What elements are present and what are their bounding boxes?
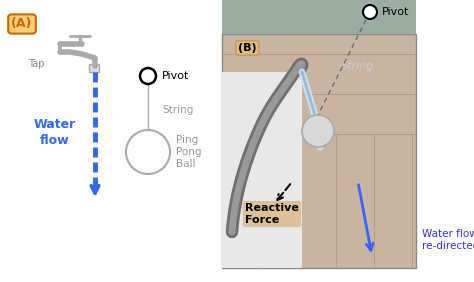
Text: Tap: Tap <box>28 59 45 69</box>
Text: (B): (B) <box>238 43 256 53</box>
FancyBboxPatch shape <box>222 72 302 268</box>
FancyBboxPatch shape <box>222 0 416 34</box>
Circle shape <box>140 68 156 84</box>
Text: Reactive
Force: Reactive Force <box>245 203 299 225</box>
Text: (A): (A) <box>11 17 33 30</box>
Text: Water flow
re-directed.: Water flow re-directed. <box>422 229 474 251</box>
Circle shape <box>126 130 170 174</box>
Circle shape <box>363 5 377 19</box>
Text: Pivot: Pivot <box>162 71 190 81</box>
Text: Pivot: Pivot <box>382 7 410 17</box>
Text: Ping
Pong
Ball: Ping Pong Ball <box>176 135 201 169</box>
Text: Water
flow: Water flow <box>34 118 76 147</box>
Text: String: String <box>341 61 374 71</box>
Circle shape <box>302 115 334 147</box>
Text: String: String <box>162 105 193 115</box>
FancyBboxPatch shape <box>89 64 99 72</box>
FancyBboxPatch shape <box>222 34 416 268</box>
